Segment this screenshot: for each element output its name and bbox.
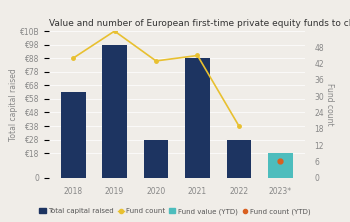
Bar — [268, 153, 293, 178]
Bar — [61, 92, 85, 178]
Legend: Total capital raised, Fund count, Fund value (YTD), Fund count (YTD): Total capital raised, Fund count, Fund v… — [37, 205, 313, 217]
Bar — [185, 58, 210, 178]
Bar — [102, 45, 127, 178]
Bar — [226, 140, 251, 178]
Text: Value and number of European first-time private equity funds to close: Value and number of European first-time … — [49, 18, 350, 28]
Bar — [144, 140, 168, 178]
Y-axis label: Fund count: Fund count — [325, 83, 334, 126]
Y-axis label: Total capital raised: Total capital raised — [9, 68, 18, 141]
